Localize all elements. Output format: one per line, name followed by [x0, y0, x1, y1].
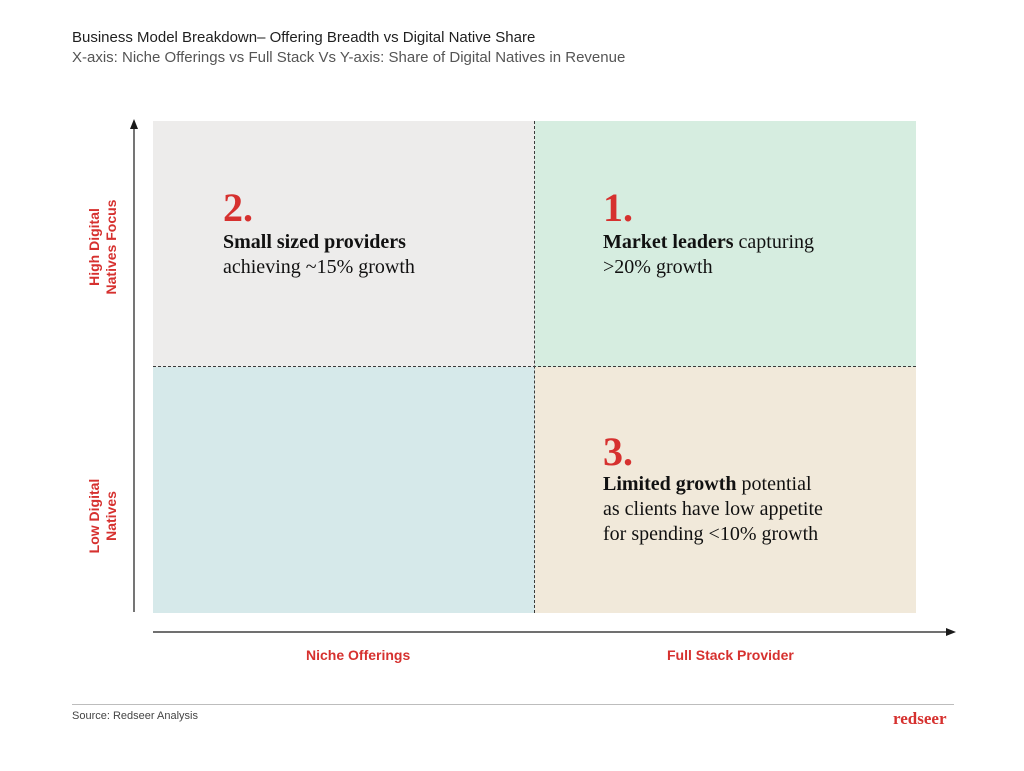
y-label-high-line-2: Natives Focus: [103, 199, 119, 295]
x-label-full-stack: Full Stack Provider: [667, 647, 794, 663]
quadrant-3-bold: Limited growth: [603, 473, 737, 495]
x-label-niche: Niche Offerings: [306, 647, 411, 663]
quadrant-1-line-2: >20% growth: [603, 256, 713, 278]
quadrant-top-right: [535, 121, 916, 367]
y-label-high: High Digital Natives Focus: [86, 167, 120, 327]
quadrant-1-line-1-rest: capturing: [733, 231, 815, 253]
y-label-high-line-1: High Digital: [86, 208, 102, 286]
footer-divider: [72, 704, 954, 705]
x-axis-arrow-icon: [946, 628, 956, 636]
quadrant-bottom-right: [535, 367, 916, 613]
quadrant-top-left: [153, 121, 535, 367]
quadrant-3-line-2: as clients have low appetite: [603, 498, 823, 520]
y-axis-arrow-icon: [130, 119, 138, 129]
y-label-low: Low Digital Natives: [86, 436, 120, 596]
quadrant-1-bold: Market leaders: [603, 231, 734, 253]
quadrant-number-2: 2.: [223, 185, 253, 230]
y-label-low-line-2: Natives: [103, 491, 119, 541]
quadrant-number-1: 1.: [603, 185, 633, 230]
quadrant-bottom-left: [153, 367, 535, 613]
quadrant-3-text: Limited growth potential as clients have…: [603, 472, 823, 547]
page-title: Business Model Breakdown– Offering Bread…: [72, 29, 536, 46]
quadrant-2-line-2: achieving ~15% growth: [223, 256, 415, 278]
horizontal-divider: [153, 366, 916, 367]
quadrant-number-3: 3.: [603, 429, 633, 474]
y-label-low-line-1: Low Digital: [86, 478, 102, 554]
quadrant-3-line-1-rest: potential: [736, 473, 812, 495]
redseer-logo: redseer: [893, 709, 947, 728]
quadrant-2-text: Small sized providers achieving ~15% gro…: [223, 230, 415, 280]
quadrant-1-text: Market leaders capturing >20% growth: [603, 230, 814, 280]
quadrant-3-line-3: for spending <10% growth: [603, 523, 819, 545]
vertical-divider: [534, 121, 535, 613]
quadrant-2-bold: Small sized providers: [223, 231, 406, 253]
source-note: Source: Redseer Analysis: [72, 710, 198, 722]
page-subtitle: X-axis: Niche Offerings vs Full Stack Vs…: [72, 49, 626, 66]
